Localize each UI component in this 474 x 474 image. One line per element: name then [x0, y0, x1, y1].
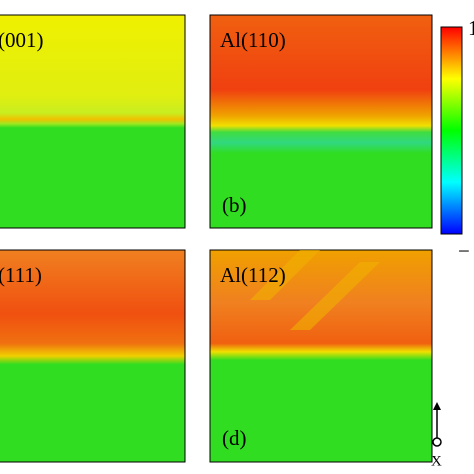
colorbar-max: 1 [468, 16, 474, 40]
colorbar [440, 26, 463, 235]
stripe [290, 262, 380, 330]
panel-title: Al(112) [220, 263, 286, 287]
stripe [250, 250, 320, 300]
axis-origin [432, 437, 442, 447]
panel-d [209, 249, 433, 463]
colorbar-min: − [458, 239, 470, 263]
panel-title: Al(110) [220, 28, 286, 52]
arrow-head [433, 402, 441, 410]
panel-c [0, 249, 186, 463]
panel-b [209, 14, 433, 229]
panel-title: (111) [0, 263, 42, 287]
axis-label: X [431, 453, 442, 469]
panel-letter: (d) [222, 426, 247, 450]
panel-title: (001) [0, 28, 44, 52]
panel-a [0, 14, 186, 229]
panel-letter: (b) [222, 193, 247, 217]
